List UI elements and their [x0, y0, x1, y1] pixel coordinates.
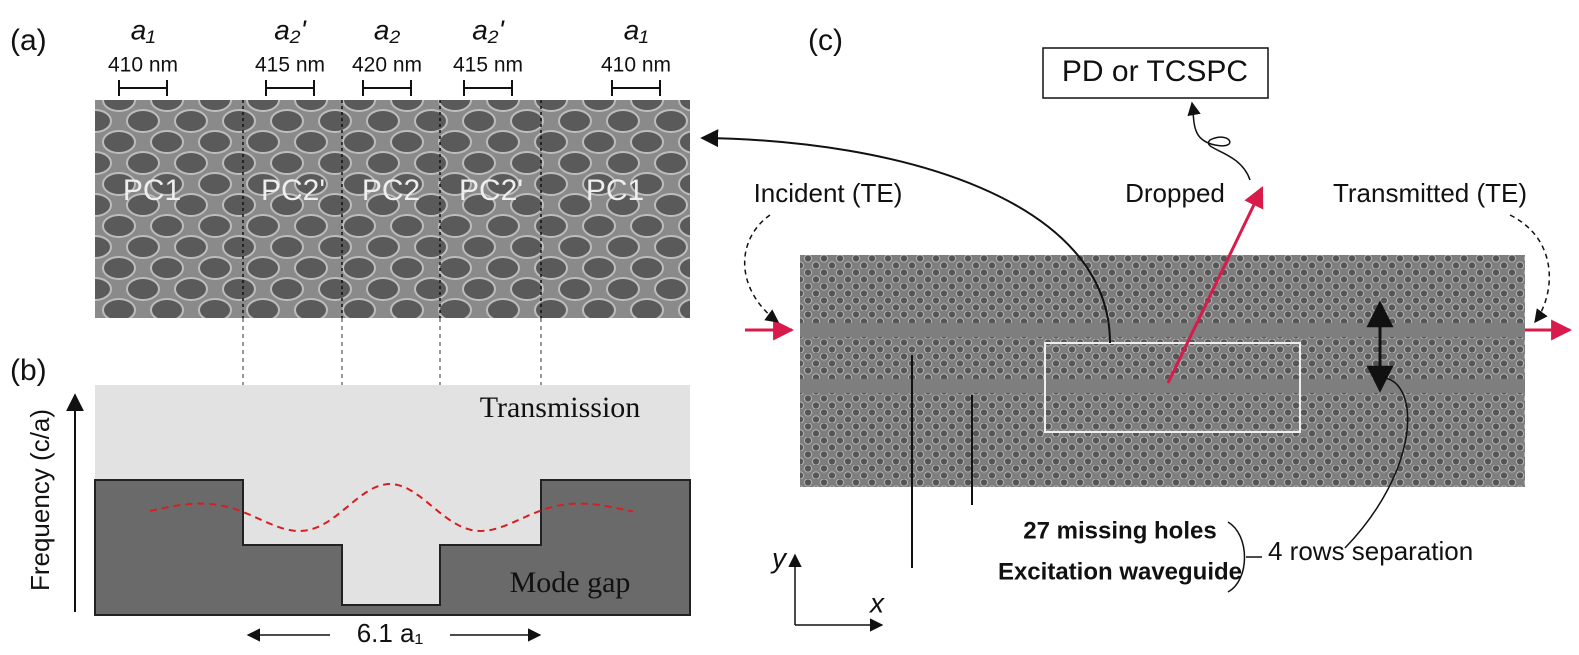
period-labels: a₁ 410 nm a₂' 415 nm a₂ 420 nm a₂' 415 nm a₁ 410 … — [108, 14, 671, 96]
band-label: Mode gap — [510, 566, 631, 599]
device-image — [800, 255, 1525, 487]
panel-label: (c) — [808, 24, 843, 57]
scale-bar — [266, 80, 314, 96]
period-symbol: a₂' — [472, 14, 505, 45]
annotation: Excitation waveguide — [998, 558, 1242, 585]
period-size: 420 nm — [352, 54, 422, 77]
period-symbol: a₁ — [131, 14, 156, 45]
annotation: 27 missing holes — [1023, 517, 1216, 544]
period-symbol: a₂ — [374, 14, 401, 45]
waveguide — [800, 379, 1525, 393]
length-label: 6.1 a₁ — [357, 618, 424, 648]
axis-label: x — [868, 587, 885, 618]
scale-bar — [464, 80, 512, 96]
waveguide — [800, 323, 1525, 337]
period-size: 410 nm — [601, 54, 671, 77]
region-label: PC2' — [261, 174, 325, 207]
region-label: PC2 — [362, 174, 420, 207]
port-label: Incident (TE) — [754, 178, 903, 208]
panel-label: (b) — [10, 354, 47, 387]
fiber — [1192, 103, 1250, 180]
panel-label: (a) — [10, 24, 47, 57]
scale-bar — [612, 80, 660, 96]
axis-label: Frequency (c/a) — [25, 409, 55, 591]
band-label: Transmission — [480, 391, 641, 424]
region-label: PC2' — [459, 174, 523, 207]
period-size: 415 nm — [453, 54, 523, 77]
detector-label: PD or TCSPC — [1062, 55, 1248, 88]
annotation: 4 rows separation — [1268, 536, 1473, 566]
axis-label: y — [770, 542, 788, 573]
scale-bar — [363, 80, 411, 96]
region-label: PC1 — [586, 174, 644, 207]
period-symbol: a₂' — [274, 14, 307, 45]
figure: (a) a₁410 nma₂'415 nma₂420 nma₂'415 nma₁… — [0, 0, 1579, 655]
period-size: 410 nm — [108, 54, 178, 77]
region-label: PC1 — [123, 174, 181, 207]
dashed-arrow — [745, 215, 778, 322]
period-symbol: a₁ — [624, 14, 649, 45]
scale-bar — [119, 80, 167, 96]
port-label: Dropped — [1125, 178, 1225, 208]
period-size: 415 nm — [255, 54, 325, 77]
lattice-image — [95, 100, 690, 318]
port-label: Transmitted (TE) — [1333, 178, 1527, 208]
